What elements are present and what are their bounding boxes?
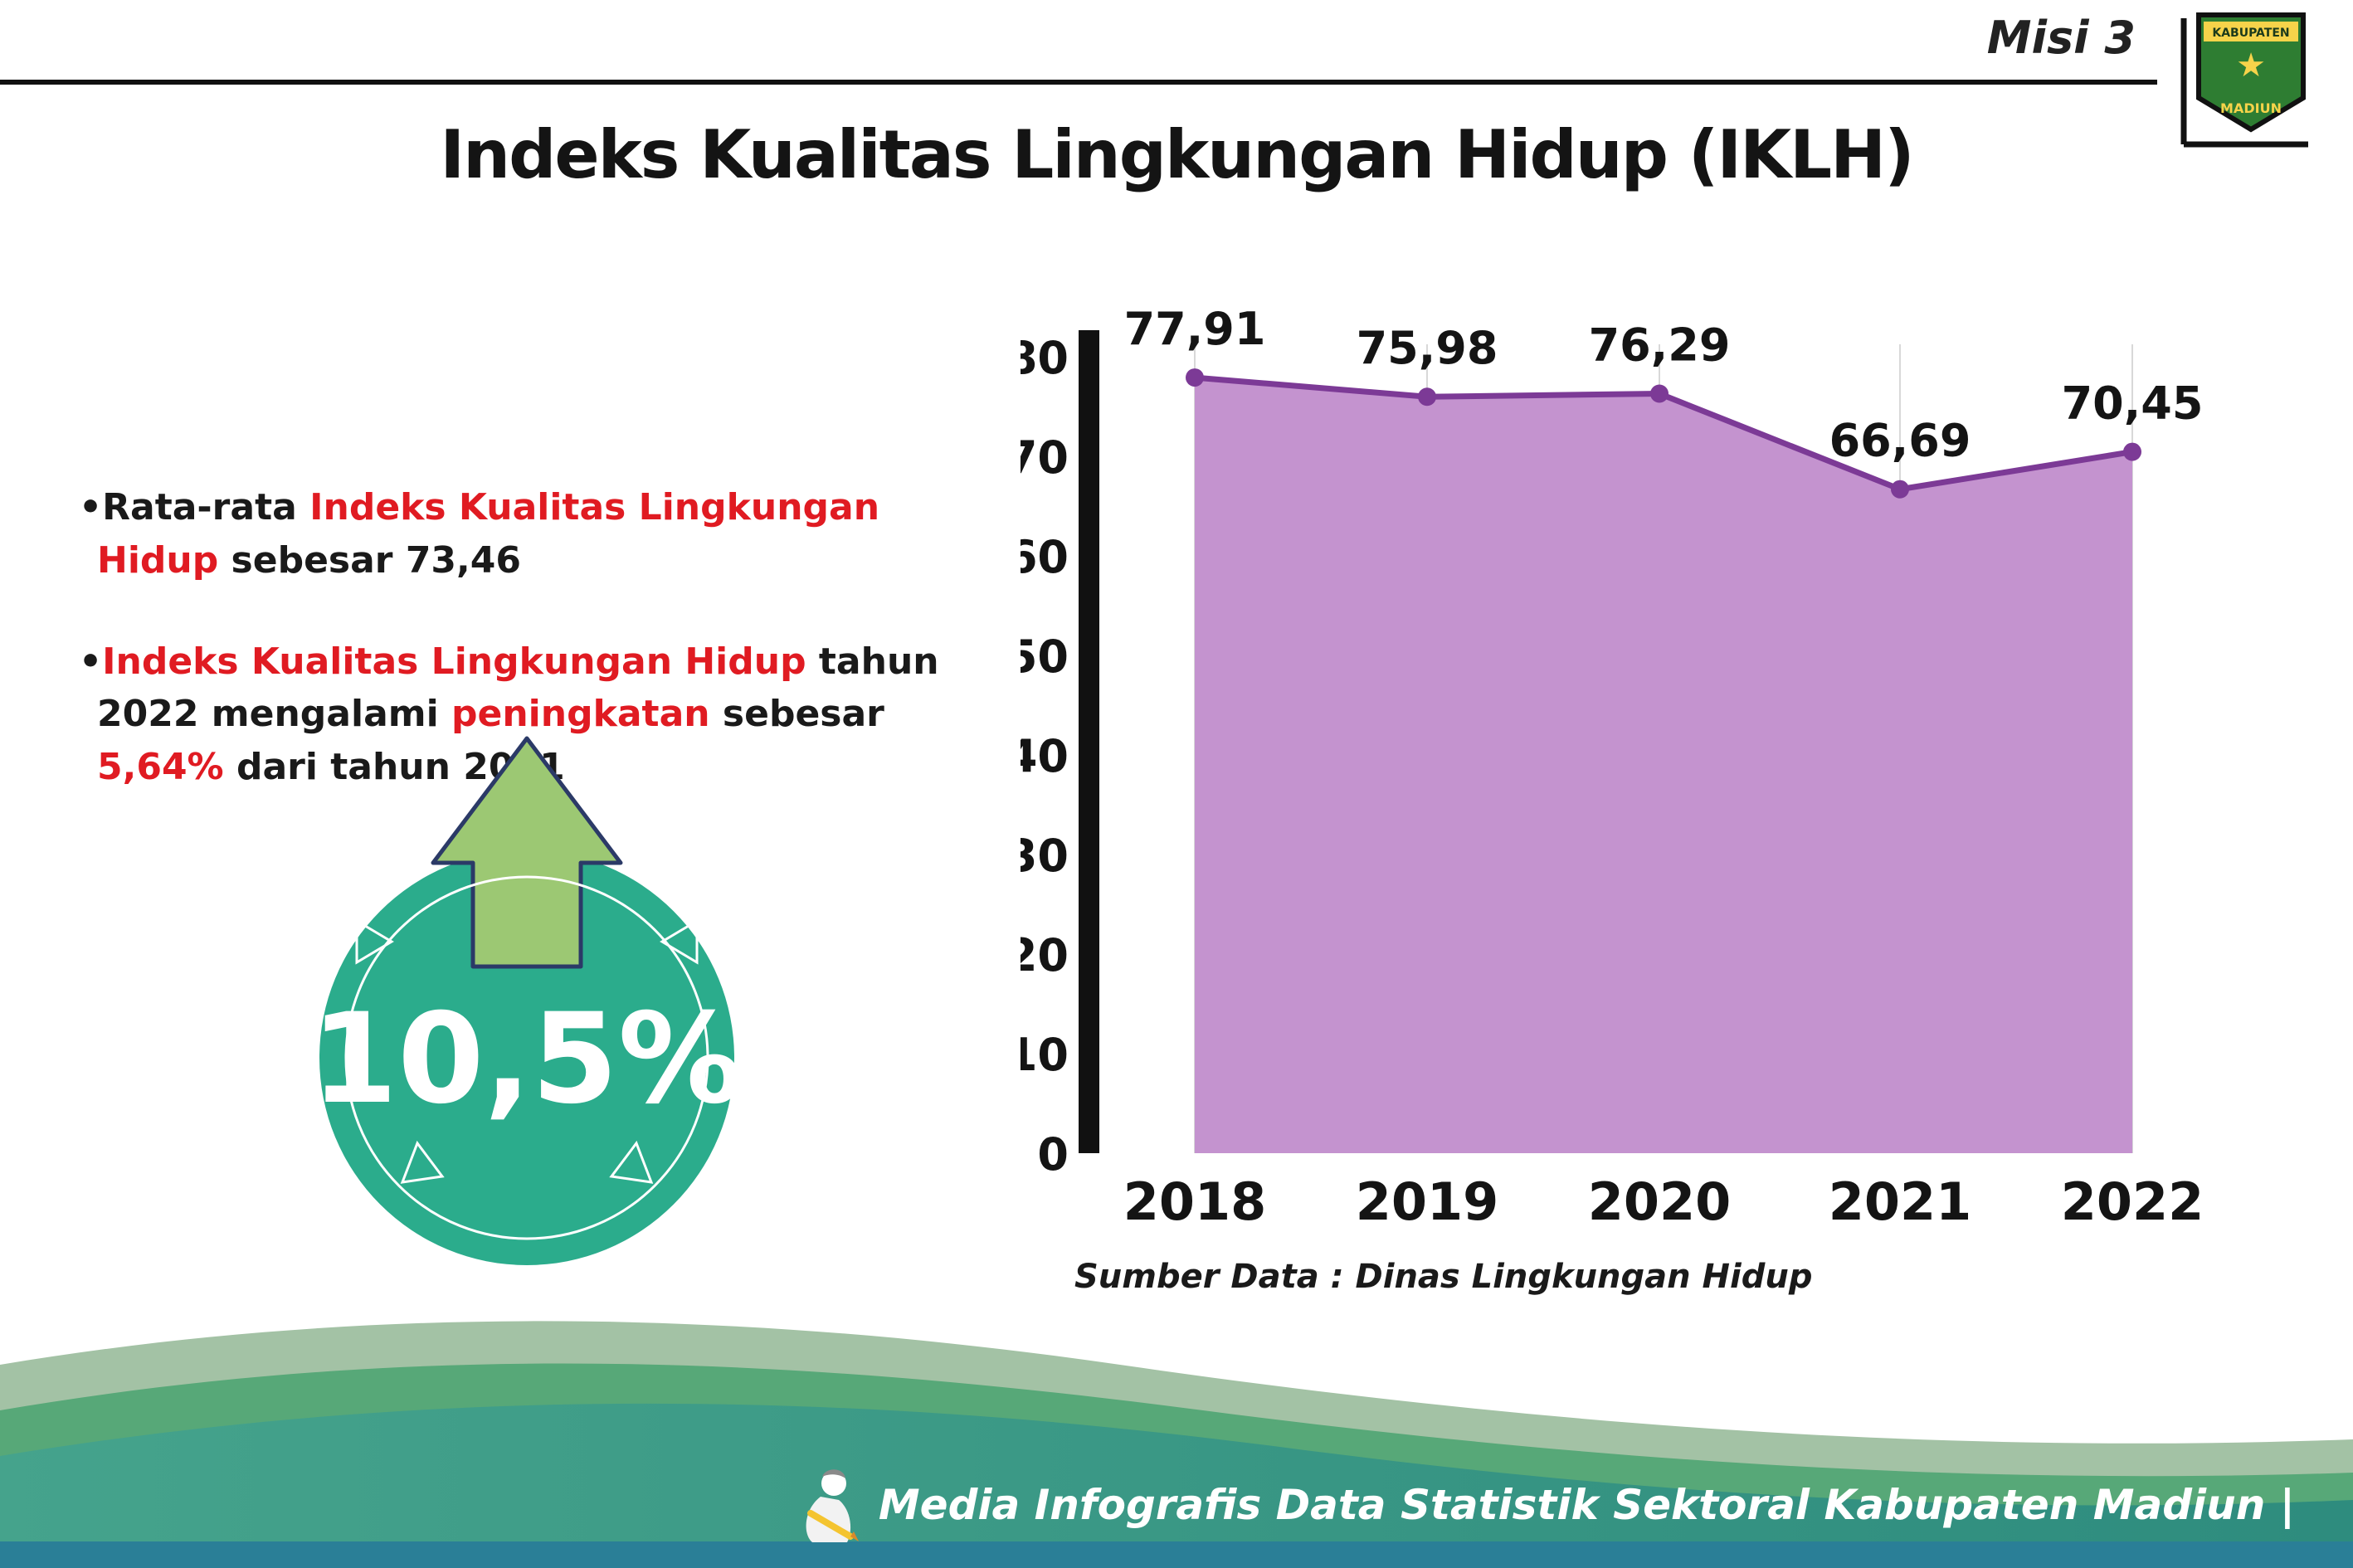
data-point [2123, 442, 2141, 461]
logo-star-icon: ★ [2236, 46, 2266, 85]
x-tick-label: 2020 [1588, 1171, 1732, 1232]
y-tick-label: 50 [1021, 631, 1069, 683]
footer-wave [0, 1321, 2353, 1568]
mascot-icon [806, 1469, 859, 1542]
iklh-area-chart: 77,91 75,98 76,29 66,69 70,45 0 10 20 30 40 50 60 70… [1021, 307, 2204, 1232]
area-fill [1195, 377, 2132, 1153]
y-tick-label: 80 [1021, 332, 1069, 384]
badge-triangle-icon [609, 1140, 654, 1184]
chart-source-label: Sumber Data : Dinas Lingkungan Hidup [1074, 1258, 1813, 1296]
y-tick-label: 60 [1021, 531, 1069, 583]
data-point [1186, 368, 1204, 387]
svg-text:MADIUN: MADIUN [2220, 100, 2282, 116]
y-tick-label: 10 [1021, 1029, 1069, 1081]
footer-credit: Media Infografis Data Statistik Sektoral… [796, 1463, 2295, 1546]
x-tick-label: 2018 [1123, 1171, 1267, 1232]
badge-triangle-icon [400, 1140, 445, 1184]
badge-triangle-icon [660, 918, 699, 965]
data-point [1891, 480, 1909, 499]
badge-ring [344, 875, 709, 1240]
bullet-list: •Rata-rata Indeks Kualitas Lingkungan Hi… [79, 481, 991, 842]
up-arrow-icon [431, 736, 623, 969]
data-label: 66,69 [1829, 415, 1971, 467]
y-tick-label: 40 [1021, 730, 1069, 782]
data-label: 70,45 [2062, 377, 2204, 430]
data-label: 75,98 [1357, 322, 1498, 374]
footer-credit-text: Media Infografis Data Statistik Sektoral… [878, 1481, 2295, 1529]
data-point [1650, 384, 1669, 403]
kabupaten-madiun-logo: KABUPATEN ★ MADIUN [2179, 12, 2312, 153]
increase-percentage-badge: 10,5% [311, 736, 743, 1265]
svg-text:KABUPATEN: KABUPATEN [2212, 27, 2289, 40]
y-tick-label: 0 [1037, 1128, 1069, 1181]
kabupaten-madiun-logo-icon: KABUPATEN ★ MADIUN [2180, 12, 2308, 148]
y-tick-label: 20 [1021, 929, 1069, 981]
badge-value: 10,5% [311, 987, 743, 1132]
page-title: Indeks Kualitas Lingkungan Hidup (IKLH) [440, 116, 1914, 193]
bullet-item: •Rata-rata Indeks Kualitas Lingkungan Hi… [79, 486, 880, 582]
x-tick-label: 2021 [1829, 1171, 1972, 1232]
x-tick-label: 2019 [1356, 1171, 1499, 1232]
misi-label: Misi 3 [1986, 12, 2136, 64]
y-tick-label: 70 [1021, 431, 1069, 484]
badge-circle [319, 850, 734, 1265]
data-label: 77,91 [1124, 307, 1266, 355]
badge-triangle-icon [355, 918, 394, 965]
x-tick-label: 2022 [2061, 1171, 2204, 1232]
y-axis-spine [1079, 330, 1099, 1153]
data-point [1418, 387, 1436, 407]
y-tick-label: 30 [1021, 830, 1069, 882]
bullet-item: •Indeks Kualitas Lingkungan Hidup tahun … [79, 640, 939, 789]
data-label: 76,29 [1589, 319, 1731, 372]
header-rule [0, 80, 2157, 85]
